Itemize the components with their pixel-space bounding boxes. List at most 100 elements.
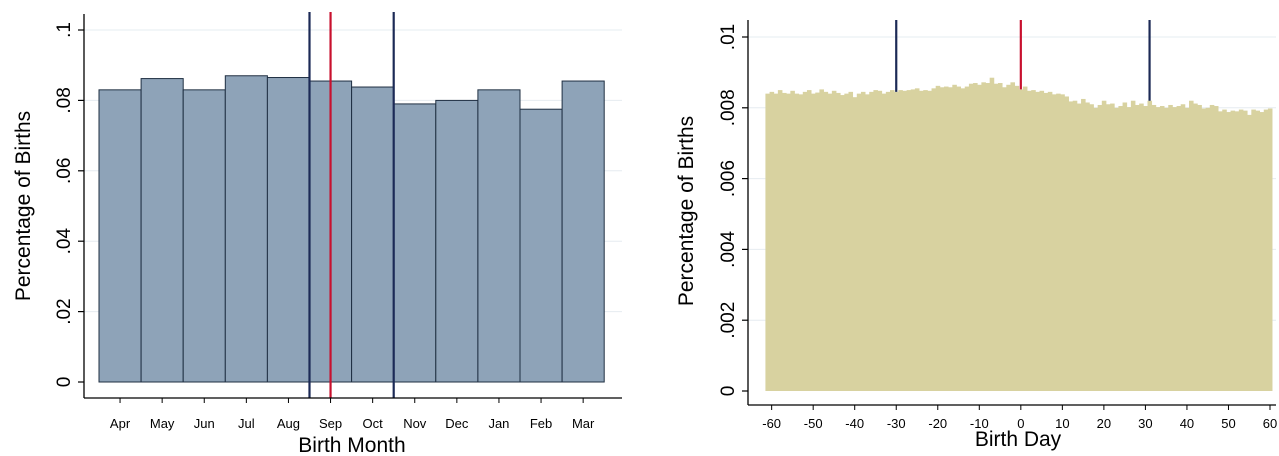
day-bar	[1022, 86, 1028, 391]
day-bar	[964, 86, 970, 391]
month-x-axis-label: Birth Month	[298, 434, 405, 456]
day-bar	[806, 90, 812, 391]
month-x-tick-label: Mar	[572, 416, 595, 431]
day-y-tick-label: .008	[718, 89, 739, 126]
day-bar	[860, 91, 866, 392]
day-x-tick-label: 30	[1138, 416, 1152, 431]
month-y-tick-label: .06	[54, 158, 75, 184]
day-bar	[840, 95, 845, 391]
day-x-tick-label: -50	[804, 416, 823, 431]
day-bar	[802, 91, 808, 392]
day-bar	[943, 86, 949, 391]
day-bar	[935, 85, 941, 392]
day-x-tick-label: -30	[887, 416, 906, 431]
day-bar	[1027, 90, 1032, 392]
day-bar	[1143, 106, 1148, 391]
month-x-tick-label: Dec	[445, 416, 469, 431]
day-bar	[1043, 92, 1049, 391]
month-x-tick-label: Apr	[110, 416, 131, 431]
day-chart: 0 .002 .004 .006 .008 .01 -60 -50 -40 -30 -20 -10 0 1…	[675, 20, 1277, 451]
day-x-tick-label: 50	[1221, 416, 1235, 431]
month-bar	[393, 103, 437, 383]
day-bar	[873, 90, 878, 391]
day-bar	[1226, 112, 1231, 391]
day-bar	[836, 92, 841, 391]
month-bar	[561, 80, 605, 383]
month-x-tick-label: Oct	[363, 416, 384, 431]
day-x-tick-label: 40	[1180, 416, 1194, 431]
month-bar	[140, 78, 184, 383]
month-y-tick-label: 0	[54, 377, 75, 388]
day-bar	[989, 77, 995, 392]
day-bar	[1147, 100, 1153, 391]
day-bar	[1135, 104, 1140, 391]
day-bar	[1118, 106, 1123, 391]
month-bar	[266, 77, 310, 383]
day-x-tick-label: 0	[1017, 416, 1024, 431]
day-bar	[1263, 109, 1269, 391]
day-bar	[1068, 101, 1074, 391]
day-bar	[939, 87, 945, 391]
day-bar	[1006, 84, 1011, 391]
day-bar	[1010, 82, 1015, 391]
day-bar	[1251, 109, 1256, 391]
day-bar	[1122, 102, 1128, 392]
day-bar	[1081, 98, 1086, 391]
day-bar	[823, 91, 829, 392]
day-bar	[973, 83, 978, 392]
day-bar	[790, 90, 795, 392]
day-bar	[985, 83, 991, 392]
day-bar	[1114, 107, 1119, 392]
day-bar	[1197, 104, 1202, 391]
month-bar	[435, 99, 479, 383]
day-bar	[869, 91, 874, 392]
day-x-tick-label: -20	[928, 416, 947, 431]
day-y-tick-label: 0	[718, 386, 739, 397]
day-bar	[1168, 104, 1173, 391]
day-bar	[881, 93, 887, 391]
month-bar	[98, 89, 142, 383]
day-bar	[885, 91, 891, 392]
day-bar	[1234, 111, 1240, 391]
day-bar	[977, 84, 982, 391]
day-y-tick-label: .006	[718, 160, 739, 197]
day-bar	[1035, 91, 1040, 392]
day-bar	[927, 90, 932, 392]
day-bar	[1230, 110, 1236, 391]
day-bar	[981, 82, 986, 391]
day-bar	[906, 90, 912, 391]
day-bar	[1051, 94, 1057, 392]
day-x-tick-label: -10	[970, 416, 989, 431]
day-bar	[852, 97, 858, 392]
day-bar	[1205, 107, 1211, 392]
day-bar	[1213, 106, 1219, 391]
day-bar	[794, 93, 800, 391]
day-bar	[1222, 109, 1227, 391]
month-x-tick-label: Jul	[238, 416, 255, 431]
day-bar	[890, 90, 895, 391]
day-bar	[1267, 108, 1273, 392]
day-bar	[1155, 107, 1161, 391]
day-bar	[1060, 94, 1065, 392]
day-bar	[1201, 108, 1207, 392]
day-bar	[831, 90, 837, 392]
day-bar	[798, 94, 804, 392]
day-bar	[1218, 111, 1223, 391]
month-y-tick-label: .1	[54, 22, 75, 38]
day-bar	[856, 93, 862, 391]
day-bar	[968, 83, 974, 391]
day-bar	[997, 83, 1003, 392]
day-bar	[769, 91, 775, 392]
day-bar	[1180, 104, 1186, 391]
month-bar	[519, 108, 563, 383]
month-x-tick-label: Jan	[488, 416, 509, 431]
day-bar	[1101, 100, 1107, 391]
day-bar	[1189, 100, 1194, 391]
day-bar	[948, 87, 953, 391]
day-y-tick-label: .002	[718, 302, 739, 339]
day-bar	[1031, 90, 1036, 391]
day-bar	[1105, 104, 1111, 391]
day-bar	[902, 90, 908, 392]
day-bar	[894, 91, 899, 392]
